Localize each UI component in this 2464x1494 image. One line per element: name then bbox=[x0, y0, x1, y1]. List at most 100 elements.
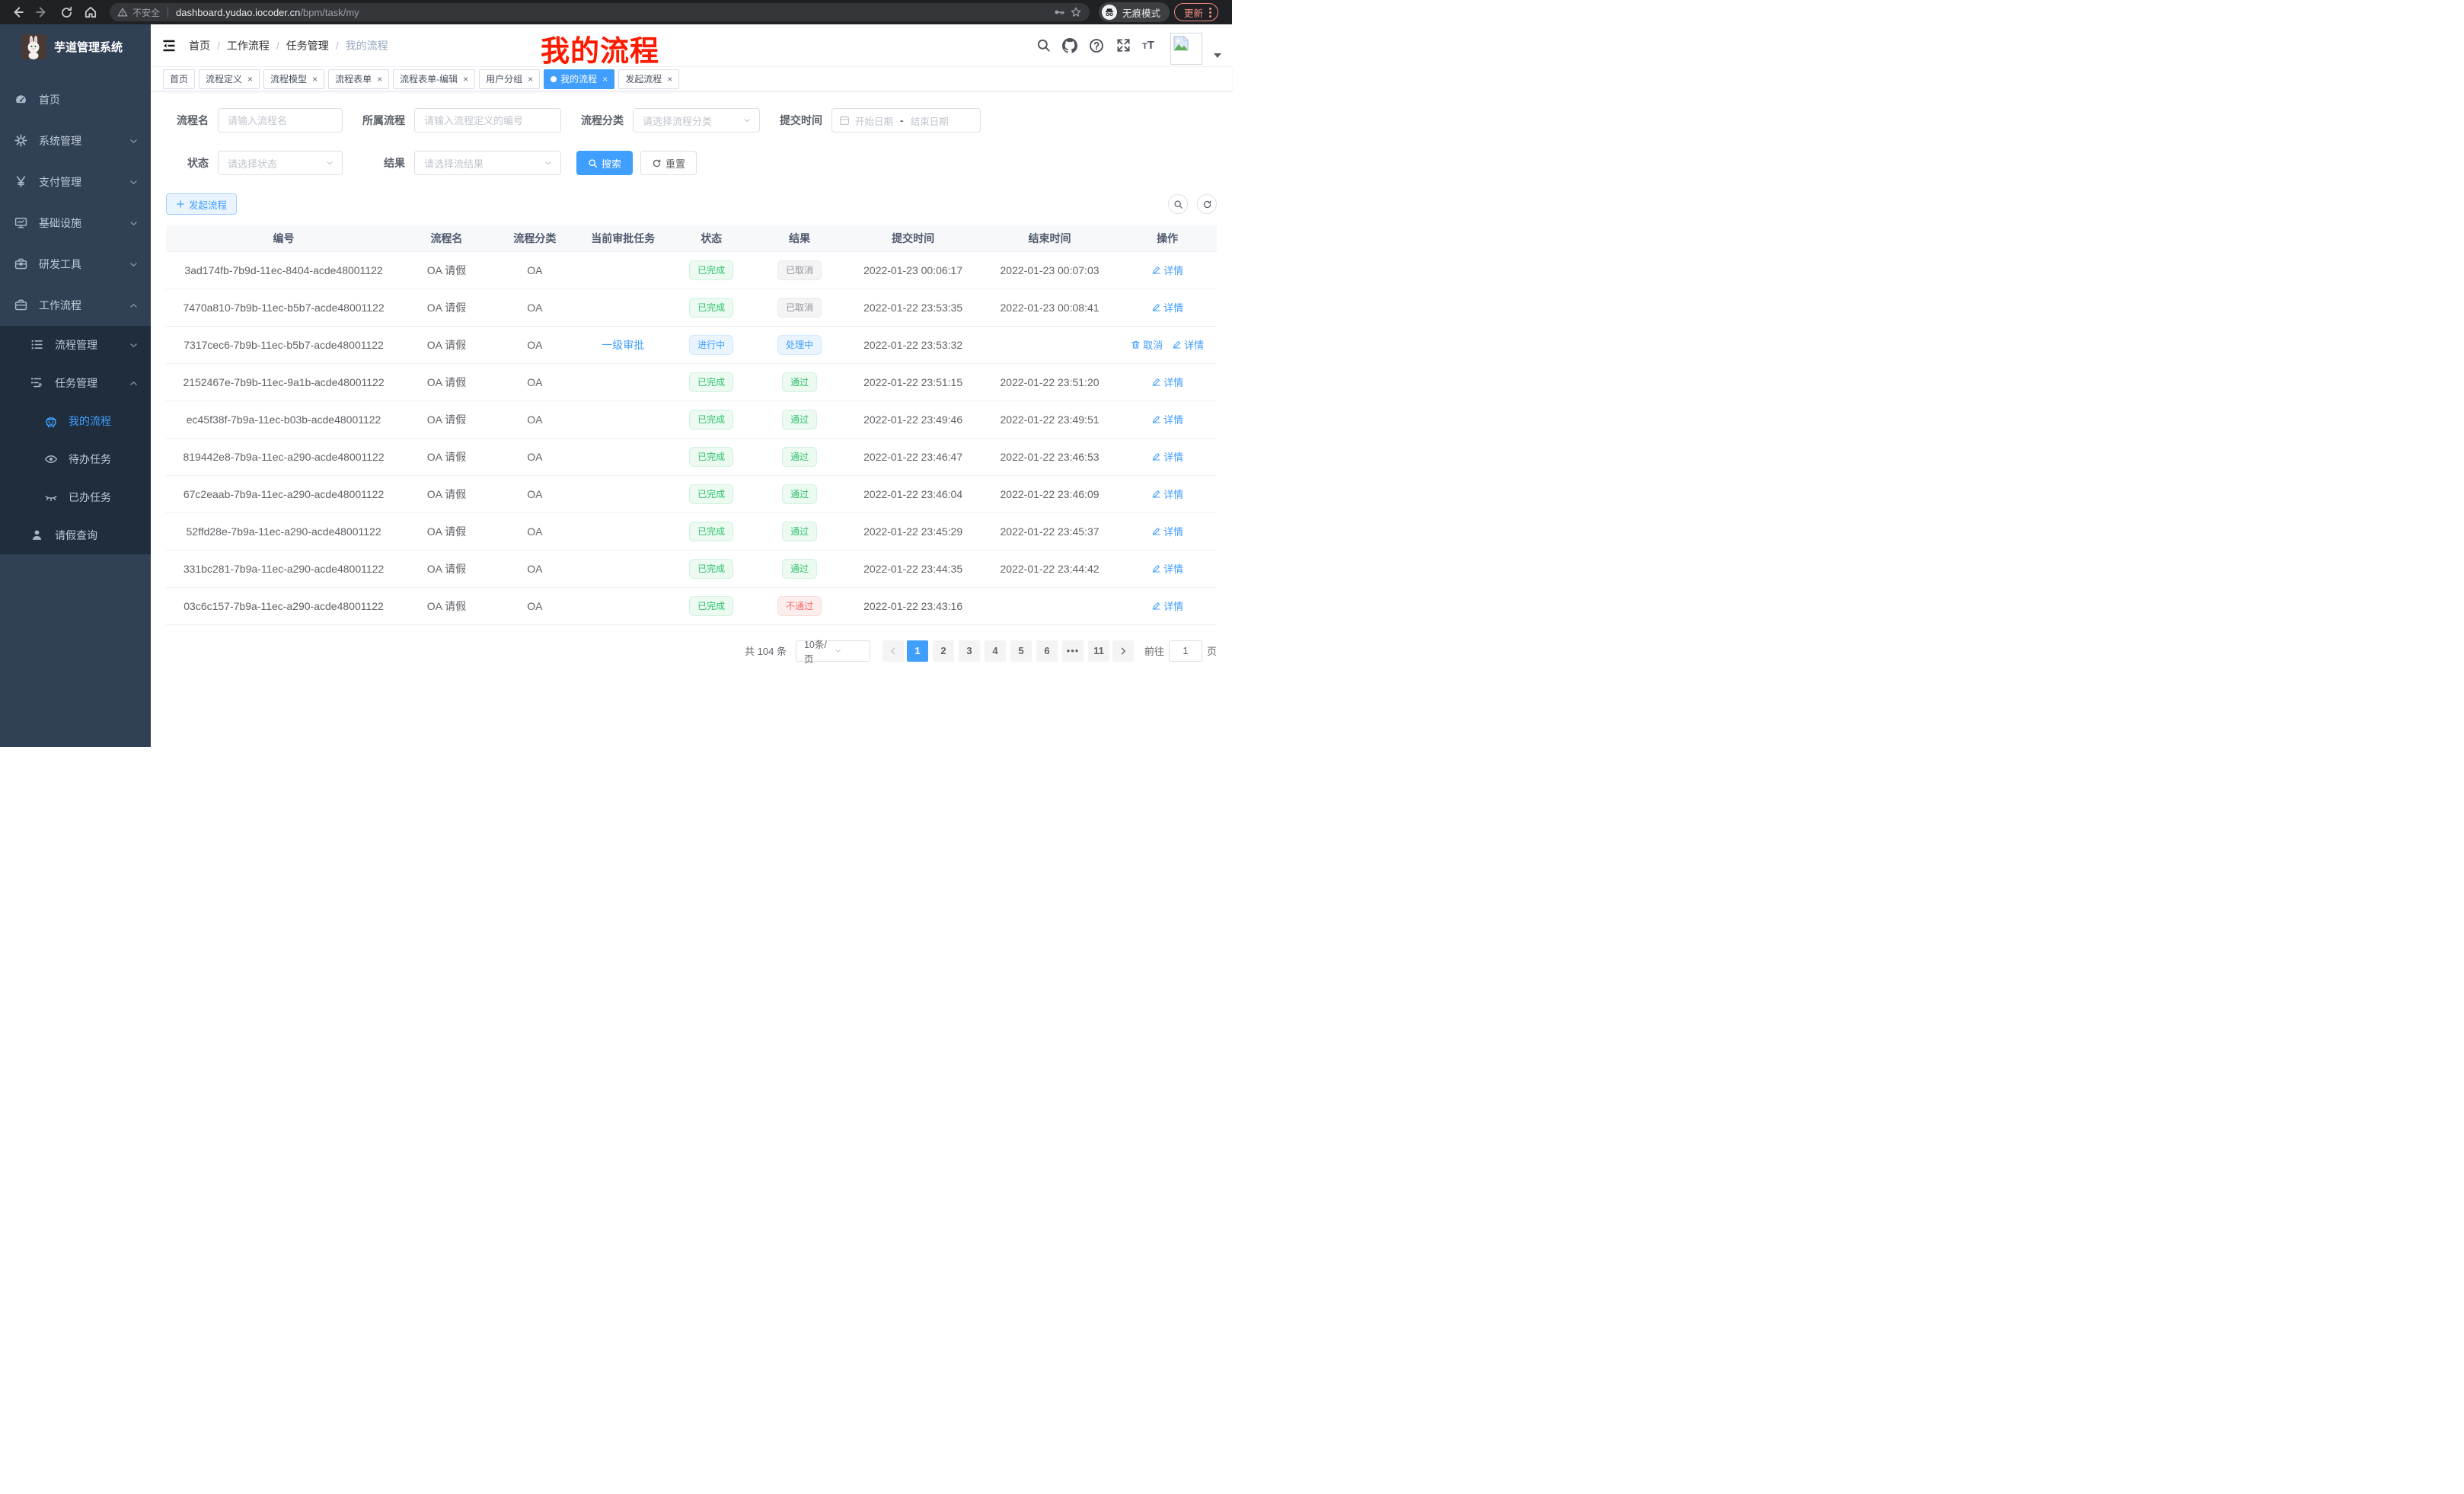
app-logo[interactable]: 芋道管理系统 bbox=[0, 24, 151, 69]
sidebar-item-流程管理[interactable]: 流程管理 bbox=[0, 326, 151, 364]
avatar[interactable] bbox=[1170, 32, 1202, 65]
help-icon[interactable] bbox=[1089, 38, 1104, 53]
sidebar-item-系统管理[interactable]: 系统管理 bbox=[0, 120, 151, 161]
more-pages-button[interactable]: ••• bbox=[1061, 640, 1084, 662]
close-icon[interactable]: × bbox=[312, 73, 318, 85]
hamburger-icon[interactable] bbox=[161, 38, 177, 53]
page-button-3[interactable]: 3 bbox=[958, 640, 980, 662]
reset-button[interactable]: 重置 bbox=[640, 151, 697, 175]
result-select[interactable]: 请选择流结果 bbox=[414, 151, 561, 175]
close-icon[interactable]: × bbox=[528, 73, 534, 85]
chevron-down-icon[interactable] bbox=[1214, 53, 1221, 58]
menu-dots-icon[interactable] bbox=[1209, 7, 1211, 18]
详情-button[interactable]: 详情 bbox=[1151, 487, 1183, 501]
tab-发起流程[interactable]: 发起流程 × bbox=[618, 69, 680, 89]
filter-name-label: 流程名 bbox=[177, 114, 209, 126]
breadcrumb-item[interactable]: 工作流程 bbox=[226, 39, 270, 52]
submit-time-range-picker[interactable]: 开始日期 - 结束日期 bbox=[831, 108, 981, 132]
top-navbar: 首页 / 工作流程 / 任务管理 / 我的流程 TT bbox=[151, 24, 1232, 67]
tab-用户分组[interactable]: 用户分组 × bbox=[479, 69, 541, 89]
process-definition-input[interactable] bbox=[414, 108, 561, 132]
browser-update-button[interactable]: 更新 bbox=[1173, 3, 1218, 21]
tab-流程表单-编辑[interactable]: 流程表单-编辑 × bbox=[393, 69, 476, 89]
bookmark-star-icon[interactable] bbox=[1070, 6, 1082, 18]
page-button-6[interactable]: 6 bbox=[1036, 640, 1058, 662]
详情-button[interactable]: 详情 bbox=[1151, 524, 1183, 538]
table-refresh-icon[interactable] bbox=[1197, 194, 1217, 214]
sidebar-item-我的流程[interactable]: 我的流程 bbox=[0, 402, 151, 440]
详情-button[interactable]: 详情 bbox=[1151, 375, 1183, 389]
goto-page-input[interactable] bbox=[1168, 640, 1202, 662]
cell-status: 已完成 bbox=[668, 251, 755, 289]
close-icon[interactable]: × bbox=[247, 73, 254, 85]
page-button-5[interactable]: 5 bbox=[1010, 640, 1032, 662]
result-badge: 通过 bbox=[782, 521, 818, 541]
sidebar-item-已办任务[interactable]: 已办任务 bbox=[0, 478, 151, 516]
home-icon[interactable] bbox=[81, 2, 101, 22]
back-icon[interactable] bbox=[8, 2, 27, 22]
fullscreen-icon[interactable] bbox=[1116, 38, 1131, 53]
sidebar-item-首页[interactable]: 首页 bbox=[0, 79, 151, 120]
详情-button[interactable]: 详情 bbox=[1151, 449, 1183, 464]
github-icon[interactable] bbox=[1062, 37, 1078, 53]
result-badge: 通过 bbox=[782, 484, 818, 504]
cell-submit-time: 2022-01-22 23:49:46 bbox=[844, 401, 981, 439]
address-bar[interactable]: 不安全 dashboard.yudao.iocoder.cn/bpm/task/… bbox=[110, 3, 1090, 21]
详情-button[interactable]: 详情 bbox=[1151, 412, 1183, 426]
page-button-4[interactable]: 4 bbox=[984, 640, 1006, 662]
chevron-down-icon bbox=[129, 177, 139, 187]
sidebar-item-任务管理[interactable]: 任务管理 bbox=[0, 364, 151, 402]
详情-button[interactable]: 详情 bbox=[1151, 263, 1183, 277]
tab-流程模型[interactable]: 流程模型 × bbox=[263, 69, 325, 89]
tab-首页[interactable]: 首页 bbox=[163, 69, 196, 89]
incognito-badge[interactable]: 无痕模式 bbox=[1098, 2, 1170, 22]
process-table: 编号 流程名 流程分类 当前审批任务 状态 结果 提交时间 结束时间 操作 3ad174fb-7… bbox=[166, 225, 1217, 625]
url-text: dashboard.yudao.iocoder.cn/bpm/task/my bbox=[176, 6, 359, 18]
详情-button[interactable]: 详情 bbox=[1151, 561, 1183, 576]
reload-icon[interactable] bbox=[56, 2, 76, 22]
filter-definition-label: 所属流程 bbox=[362, 114, 405, 126]
page-button-1[interactable]: 1 bbox=[906, 640, 928, 662]
close-icon[interactable]: × bbox=[463, 73, 469, 85]
table-search-icon[interactable] bbox=[1168, 194, 1188, 214]
详情-button[interactable]: 详情 bbox=[1172, 337, 1204, 352]
tab-流程表单[interactable]: 流程表单 × bbox=[328, 69, 390, 89]
key-icon[interactable] bbox=[1053, 6, 1065, 18]
close-icon[interactable]: × bbox=[602, 73, 608, 85]
font-size-icon[interactable]: TT bbox=[1142, 39, 1154, 52]
tab-我的流程[interactable]: 我的流程 × bbox=[544, 69, 615, 89]
cell-current-task bbox=[577, 512, 669, 551]
status-select[interactable]: 请选择状态 bbox=[218, 151, 343, 175]
详情-button[interactable]: 详情 bbox=[1151, 300, 1183, 314]
取消-button[interactable]: 取消 bbox=[1131, 337, 1163, 352]
search-button[interactable]: 搜索 bbox=[576, 151, 634, 175]
edit-icon bbox=[1151, 601, 1161, 611]
sidebar-item-请假查询[interactable]: 请假查询 bbox=[0, 516, 151, 554]
prev-page-button[interactable] bbox=[882, 640, 904, 662]
column-header: 当前审批任务 bbox=[577, 225, 669, 251]
create-process-button[interactable]: 发起流程 bbox=[166, 193, 238, 215]
page-size-select[interactable]: 10条/页 bbox=[795, 640, 870, 665]
current-task-link[interactable]: 一级审批 bbox=[602, 338, 645, 351]
sidebar-item-支付管理[interactable]: 支付管理 bbox=[0, 161, 151, 203]
forward-icon[interactable] bbox=[32, 2, 52, 22]
cell-end-time bbox=[981, 587, 1119, 625]
page-button-11[interactable]: 11 bbox=[1087, 640, 1109, 662]
sidebar-item-基础设施[interactable]: 基础设施 bbox=[0, 203, 151, 244]
cell-current-task bbox=[577, 475, 669, 513]
sidebar-item-工作流程[interactable]: 工作流程 bbox=[0, 285, 151, 326]
breadcrumb-item[interactable]: 首页 bbox=[189, 39, 210, 52]
close-icon[interactable]: × bbox=[377, 73, 383, 85]
process-category-select[interactable]: 请选择流程分类 bbox=[633, 108, 760, 132]
page-button-2[interactable]: 2 bbox=[932, 640, 954, 662]
monitor-icon bbox=[14, 216, 28, 230]
sidebar-item-待办任务[interactable]: 待办任务 bbox=[0, 440, 151, 478]
process-name-input[interactable] bbox=[218, 108, 343, 132]
sidebar-item-研发工具[interactable]: 研发工具 bbox=[0, 244, 151, 285]
search-icon[interactable] bbox=[1036, 38, 1051, 53]
next-page-button[interactable] bbox=[1112, 640, 1134, 662]
tab-流程定义[interactable]: 流程定义 × bbox=[199, 69, 260, 89]
详情-button[interactable]: 详情 bbox=[1151, 599, 1183, 613]
breadcrumb-item[interactable]: 任务管理 bbox=[286, 39, 329, 52]
close-icon[interactable]: × bbox=[667, 73, 673, 85]
